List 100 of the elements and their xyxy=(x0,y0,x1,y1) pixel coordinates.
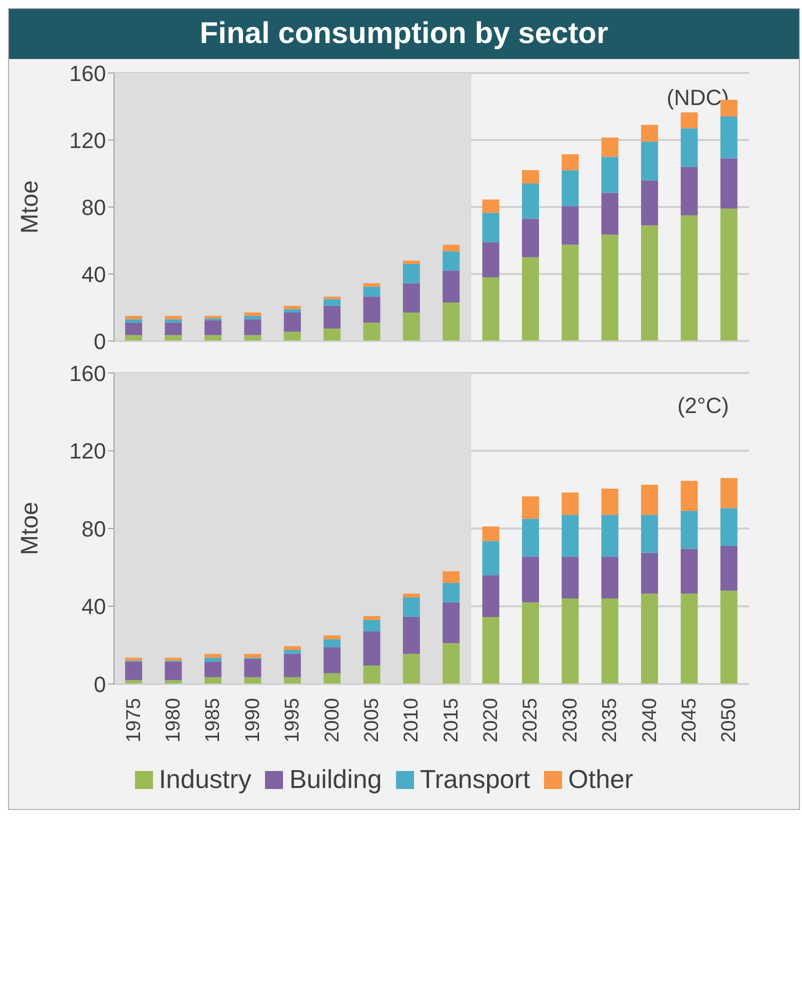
bar xyxy=(402,312,420,341)
bar xyxy=(284,650,301,654)
bar xyxy=(601,156,618,193)
bar xyxy=(562,514,579,557)
bar xyxy=(244,654,262,658)
y-tick-label: 80 xyxy=(82,516,106,542)
bar xyxy=(641,552,658,594)
bar xyxy=(562,170,579,206)
bar xyxy=(164,319,182,323)
bar xyxy=(482,575,500,617)
bar xyxy=(363,616,380,620)
bar xyxy=(363,296,380,323)
bar xyxy=(244,312,262,316)
bar xyxy=(284,312,301,332)
x-tick-label: 1995 xyxy=(282,698,304,742)
bar xyxy=(324,328,341,341)
bar xyxy=(204,316,222,318)
legend-label: Transport xyxy=(420,764,530,795)
bar xyxy=(164,662,182,680)
bar xyxy=(522,170,539,184)
bar xyxy=(720,158,738,209)
bar xyxy=(482,242,500,278)
y-tick-label: 0 xyxy=(94,328,106,354)
bar xyxy=(641,124,658,142)
bar xyxy=(680,548,698,594)
bar xyxy=(601,192,618,235)
y-tick-label: 160 xyxy=(69,360,106,386)
x-tick-label: 2035 xyxy=(599,698,622,742)
bar xyxy=(641,484,658,515)
bar xyxy=(641,225,658,341)
bar xyxy=(363,620,380,632)
bar xyxy=(442,251,460,271)
bar xyxy=(680,594,698,684)
bar xyxy=(601,234,618,341)
bar xyxy=(164,680,182,684)
bar xyxy=(522,218,539,258)
bar xyxy=(402,598,420,617)
bar xyxy=(720,478,738,508)
bar xyxy=(284,309,301,313)
bar xyxy=(562,598,579,684)
bar xyxy=(641,142,658,180)
bar xyxy=(641,180,658,226)
bar xyxy=(522,556,539,602)
bar xyxy=(482,616,500,684)
x-tick-label: 2045 xyxy=(678,698,700,742)
text: (2°C) xyxy=(677,393,729,419)
x-tick-label: 2020 xyxy=(480,698,502,742)
x-tick-label: 2015 xyxy=(440,698,462,742)
x-tick-label: 1975 xyxy=(122,698,145,742)
bar xyxy=(680,480,698,512)
x-tick-label: 2000 xyxy=(321,698,344,742)
bar xyxy=(204,658,222,662)
bar xyxy=(562,244,579,341)
bar xyxy=(324,296,341,300)
bar xyxy=(442,244,460,252)
bar xyxy=(244,319,262,336)
x-tick-label: 1985 xyxy=(202,698,224,742)
bar xyxy=(402,594,420,598)
bar xyxy=(442,582,460,602)
bar xyxy=(442,302,460,341)
bar xyxy=(402,264,420,284)
bar xyxy=(680,511,698,549)
x-tick-label: 1980 xyxy=(162,698,185,742)
bar xyxy=(125,319,142,323)
y-tick-label: 120 xyxy=(69,438,106,464)
bar xyxy=(562,556,579,598)
bar xyxy=(601,598,618,684)
bar xyxy=(442,571,460,583)
bar xyxy=(125,662,142,680)
bar xyxy=(324,639,341,648)
x-tick-label: 1990 xyxy=(242,698,264,742)
bar xyxy=(125,322,142,336)
bar xyxy=(125,680,142,684)
y-tick-label: 160 xyxy=(69,60,106,86)
bar xyxy=(244,677,262,684)
bar xyxy=(324,647,341,674)
y-tick-label: 40 xyxy=(82,262,106,287)
bar xyxy=(402,654,420,684)
bar xyxy=(363,322,380,341)
bar xyxy=(402,260,420,264)
x-tick-label: 2030 xyxy=(559,698,582,742)
bar xyxy=(562,492,579,515)
bar xyxy=(164,322,182,336)
bar xyxy=(324,299,341,306)
bar xyxy=(442,270,460,302)
y-tick-label: 40 xyxy=(82,594,106,620)
bar xyxy=(641,514,658,553)
bar xyxy=(680,128,698,167)
bar xyxy=(680,166,698,216)
bar xyxy=(601,556,618,598)
x-tick-label: 2040 xyxy=(638,698,661,742)
y-tick-label: 0 xyxy=(94,672,106,697)
bar xyxy=(324,306,341,328)
legend-label: Other xyxy=(568,764,634,795)
bar xyxy=(482,212,500,242)
bar xyxy=(363,632,380,666)
legend-label: Building xyxy=(289,764,382,795)
bar xyxy=(720,590,738,684)
legend-label: Industry xyxy=(158,764,252,795)
bar xyxy=(125,335,142,341)
